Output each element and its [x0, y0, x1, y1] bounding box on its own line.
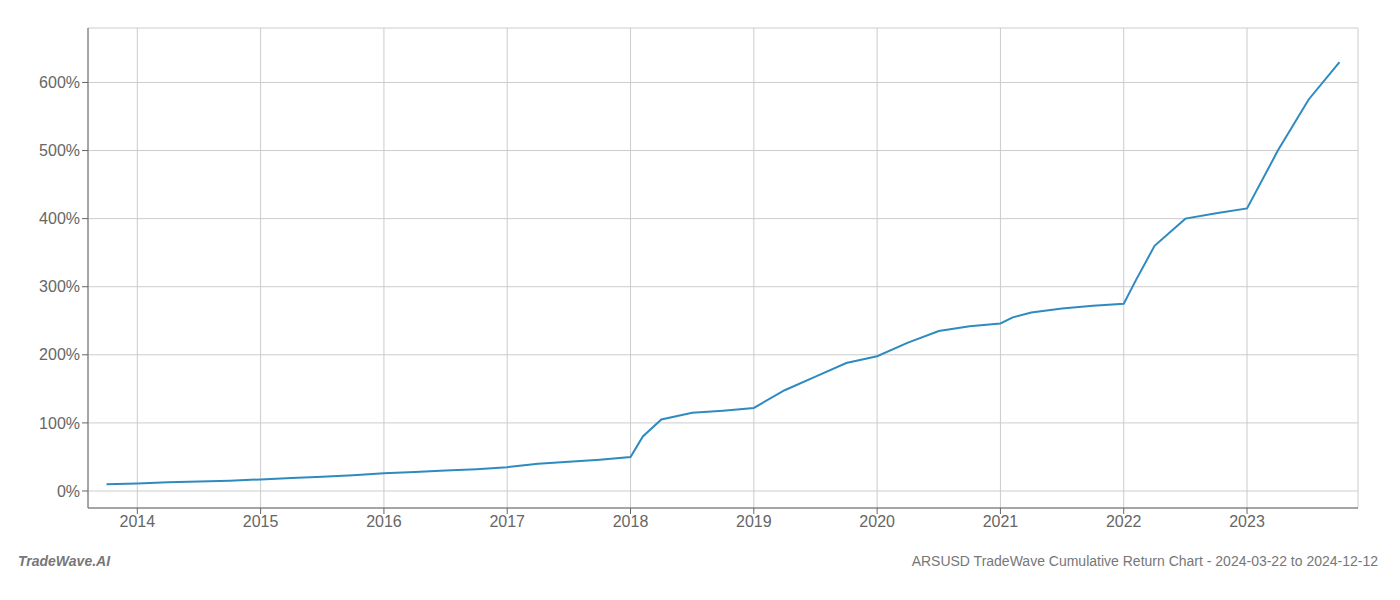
svg-text:2019: 2019 [736, 513, 772, 530]
svg-text:300%: 300% [39, 278, 80, 295]
svg-text:2014: 2014 [120, 513, 156, 530]
svg-text:500%: 500% [39, 142, 80, 159]
svg-text:2016: 2016 [366, 513, 402, 530]
html-text:TradeWave.AI: TradeWave.AI [18, 553, 111, 569]
svg-text:2021: 2021 [983, 513, 1019, 530]
svg-text:0%: 0% [57, 483, 80, 500]
svg-text:2023: 2023 [1229, 513, 1265, 530]
svg-text:600%: 600% [39, 74, 80, 91]
svg-text:2018: 2018 [613, 513, 649, 530]
svg-text:2017: 2017 [489, 513, 525, 530]
svg-text:2020: 2020 [859, 513, 895, 530]
html-text:ARSUSD TradeWave Cumulative Re: ARSUSD TradeWave Cumulative Return Chart… [911, 553, 1378, 569]
svg-text:100%: 100% [39, 415, 80, 432]
svg-text:200%: 200% [39, 346, 80, 363]
svg-text:2015: 2015 [243, 513, 279, 530]
svg-text:2022: 2022 [1106, 513, 1142, 530]
svg-text:400%: 400% [39, 210, 80, 227]
